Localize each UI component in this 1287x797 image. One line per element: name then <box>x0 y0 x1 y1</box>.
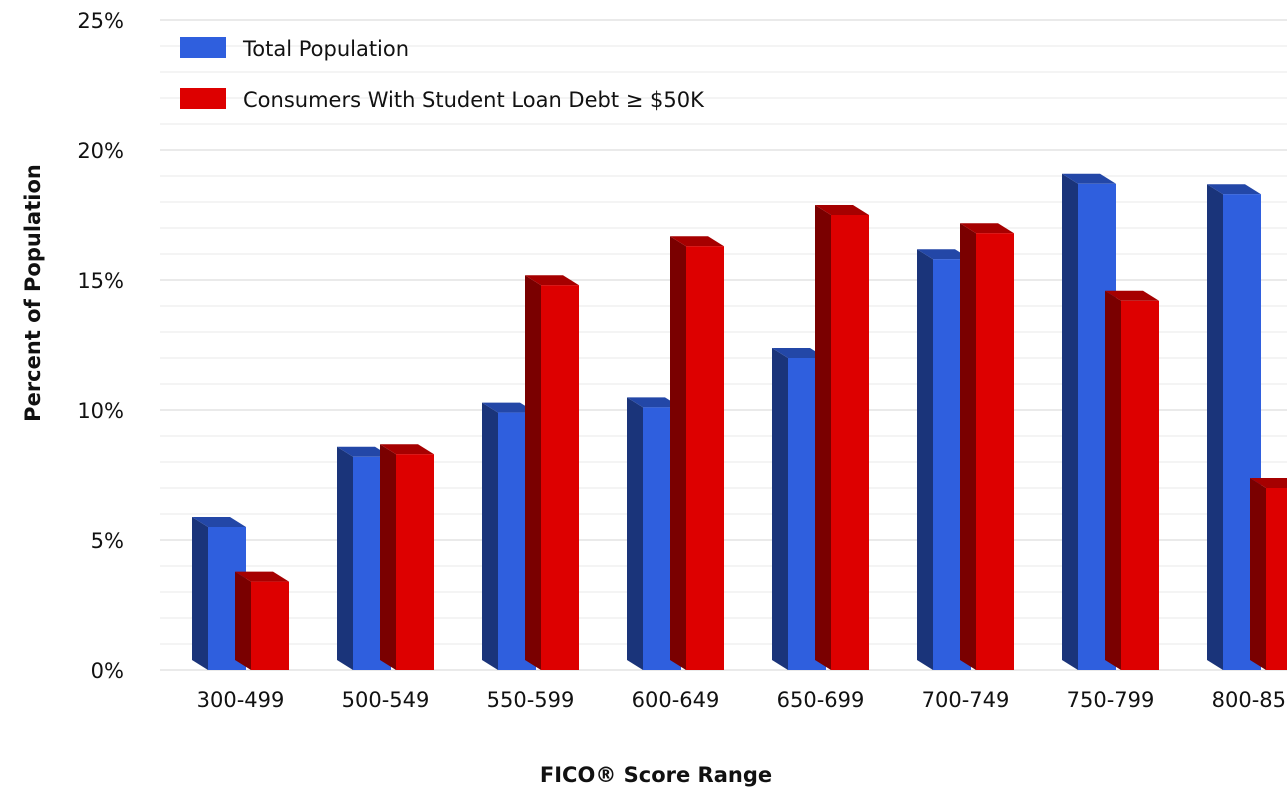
x-tick-label: 300-499 <box>197 688 285 712</box>
bar-student-loan-800-850 <box>1250 478 1287 670</box>
x-tick-label: 750-799 <box>1067 688 1155 712</box>
x-tick-label: 500-549 <box>342 688 430 712</box>
legend: Total Population Consumers With Student … <box>180 37 705 112</box>
bar-student-loan-500-549 <box>380 444 434 670</box>
legend-item-total-population: Total Population <box>180 37 409 61</box>
y-tick-label: 0% <box>91 659 124 683</box>
y-tick-label: 10% <box>77 399 124 423</box>
bar-student-loan-650-699 <box>815 205 869 670</box>
y-tick-label: 5% <box>91 529 124 553</box>
y-axis-ticks: 0% 5% 10% 15% 20% 25% <box>77 9 124 683</box>
legend-label-student-loan: Consumers With Student Loan Debt ≥ $50K <box>243 88 705 112</box>
x-tick-label: 650-699 <box>777 688 865 712</box>
x-tick-label: 550-599 <box>487 688 575 712</box>
bar-student-loan-750-799 <box>1105 290 1159 670</box>
bar-student-loan-700-749 <box>960 223 1014 670</box>
x-tick-label: 700-749 <box>922 688 1010 712</box>
legend-swatch-total-population <box>180 37 226 58</box>
bar-student-loan-550-599 <box>525 275 579 670</box>
x-tick-label: 600-649 <box>632 688 720 712</box>
y-tick-label: 20% <box>77 139 124 163</box>
y-tick-label: 25% <box>77 9 124 33</box>
x-axis-ticks: 300-499 500-549 550-599 600-649 650-699 700-7… <box>197 688 1287 712</box>
x-tick-label: 800-850 <box>1212 688 1287 712</box>
bar-student-loan-300-499 <box>235 571 289 670</box>
y-tick-label: 15% <box>77 269 124 293</box>
legend-label-total-population: Total Population <box>242 37 409 61</box>
y-axis-title: Percent of Population <box>21 164 45 422</box>
bar-student-loan-600-649 <box>670 236 724 670</box>
legend-swatch-student-loan <box>180 88 226 109</box>
bars <box>192 173 1287 671</box>
x-axis-title: FICO® Score Range <box>540 763 772 787</box>
legend-item-student-loan: Consumers With Student Loan Debt ≥ $50K <box>180 88 705 112</box>
